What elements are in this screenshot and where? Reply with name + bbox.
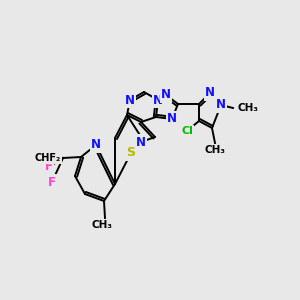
Text: CH₃: CH₃ bbox=[237, 103, 258, 113]
Text: N: N bbox=[153, 94, 163, 106]
Text: CH₃: CH₃ bbox=[205, 145, 226, 155]
Text: S: S bbox=[127, 146, 136, 160]
Text: Cl: Cl bbox=[181, 126, 193, 136]
Text: CHF₂: CHF₂ bbox=[35, 153, 61, 163]
Text: N: N bbox=[167, 112, 177, 125]
Text: F: F bbox=[48, 176, 56, 188]
Text: N: N bbox=[125, 94, 135, 106]
Text: N: N bbox=[136, 136, 146, 148]
Text: F: F bbox=[45, 160, 53, 173]
Text: N: N bbox=[91, 139, 101, 152]
Text: N: N bbox=[161, 88, 171, 101]
Text: CH₃: CH₃ bbox=[92, 220, 112, 230]
Text: N: N bbox=[205, 86, 215, 100]
Text: N: N bbox=[216, 98, 226, 112]
